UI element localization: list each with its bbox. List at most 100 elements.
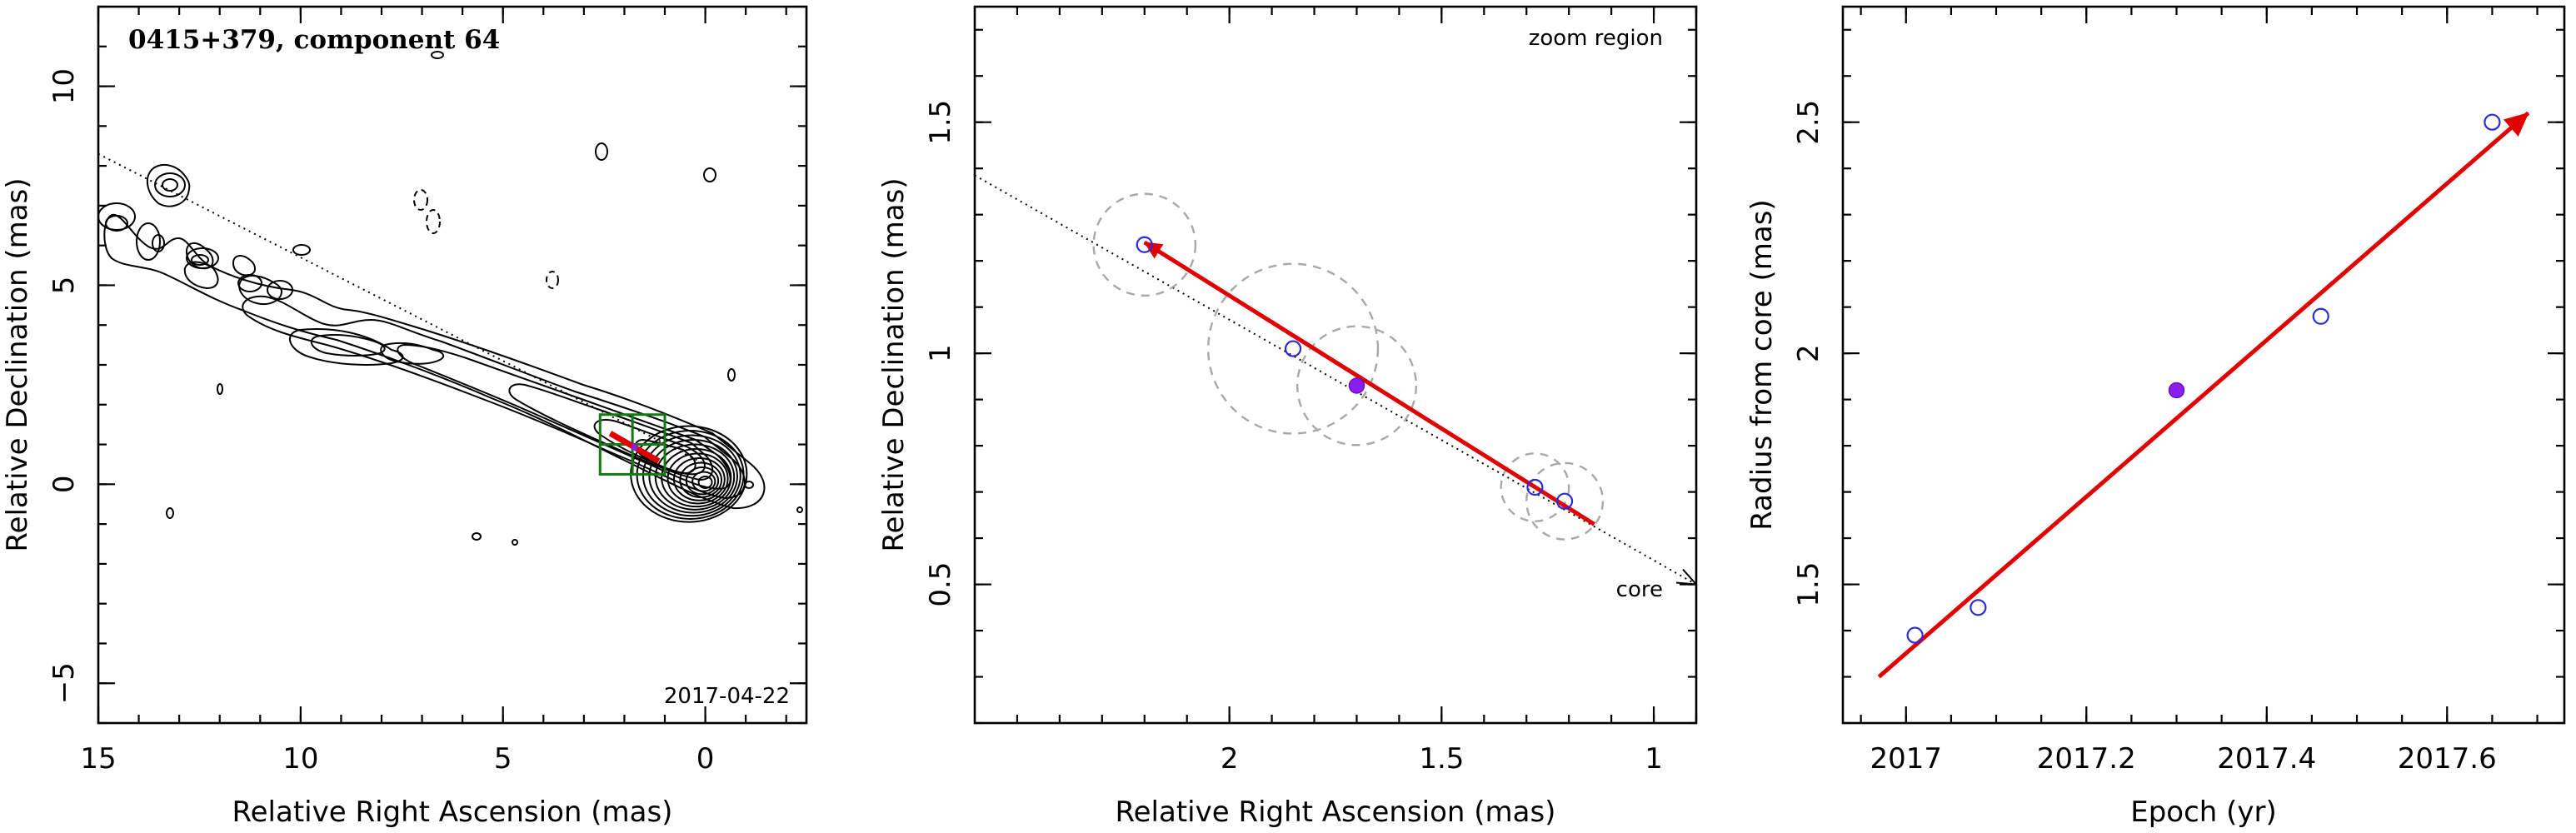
x-axis-label: Relative Right Ascension (mas)	[1116, 796, 1556, 829]
noise-contour	[166, 507, 174, 519]
x-tick-label: 1.5	[1419, 742, 1464, 776]
noise-contour	[512, 539, 518, 546]
core-contour	[654, 443, 736, 511]
y-tick-label: 5	[47, 277, 81, 295]
x-tick-label: 10	[282, 742, 318, 776]
jet-axis-line	[98, 152, 706, 466]
jet-contour	[162, 178, 178, 192]
component-point	[1136, 236, 1153, 253]
x-tick-label: 2017.6	[2398, 742, 2497, 776]
y-tick-label: 1.5	[1792, 562, 1825, 607]
noise-contour	[431, 51, 444, 59]
y-tick-label: 1.5	[924, 100, 957, 145]
epoch-point	[2312, 307, 2329, 325]
jet-contour	[183, 261, 219, 290]
y-tick-label: 1	[924, 344, 957, 362]
y-tick-label: 10	[47, 68, 81, 104]
component-size-circle	[1525, 461, 1605, 541]
negative-contour	[413, 189, 428, 211]
noise-contour	[595, 142, 608, 161]
jet-contour	[237, 274, 262, 292]
epoch-label: 2017-04-22	[664, 684, 790, 709]
negative-contour	[426, 209, 441, 234]
x-tick-label: 2017	[1870, 742, 1943, 776]
y-axis-label: Radius from core (mas)	[1745, 199, 1779, 530]
core-label: core	[1616, 577, 1663, 602]
jet-contour	[136, 222, 161, 261]
x-tick-label: 5	[494, 742, 512, 776]
noise-contour	[744, 481, 754, 489]
panel-1: 15 10 5 0 −5 0 5 10 Relative Right Ascension (ma…	[1, 5, 808, 829]
jet-contour	[238, 275, 283, 305]
y-axis-label: Relative Declination (mas)	[1, 177, 34, 551]
core-contour	[672, 456, 726, 501]
x-axis-label: Relative Right Ascension (mas)	[232, 796, 673, 829]
plot-area	[975, 174, 1696, 586]
jet-contour	[292, 244, 311, 256]
x-tick-label: 15	[80, 742, 116, 776]
noise-contour	[727, 368, 736, 382]
component-point	[1555, 492, 1574, 510]
core-contour	[697, 475, 713, 489]
plot-frame	[97, 5, 808, 725]
contour-map	[98, 51, 803, 546]
jet-axis-line	[975, 174, 1696, 586]
jet-contour	[267, 280, 293, 300]
component-size-circle	[1295, 325, 1417, 446]
noise-contour	[703, 167, 716, 182]
panel-3: 2017 2017.2 2017.4 2017.6 1.5 2 2.5 Epoch (yr) R…	[1745, 5, 2566, 829]
jet-contour	[289, 328, 404, 366]
x-tick-label: 2	[1221, 742, 1239, 776]
fit-line-arrow-head	[2503, 112, 2529, 137]
zoom-region-label: zoom region	[1529, 26, 1663, 51]
x-tick-label: 2017.4	[2217, 742, 2316, 776]
jet-contour	[635, 438, 696, 475]
noise-contour	[472, 532, 482, 541]
epoch-point	[1906, 626, 1924, 644]
fit-line	[1877, 111, 2530, 679]
jet-contour	[185, 242, 214, 270]
jet-contour	[146, 164, 191, 207]
y-axis-label: Relative Declination (mas)	[877, 177, 911, 551]
jet-contour	[310, 334, 386, 357]
y-tick-label: 0	[47, 476, 81, 494]
noise-contour	[217, 383, 223, 395]
component-marker	[631, 443, 638, 451]
y-tick-label: 0.5	[924, 562, 957, 607]
component-size-circle	[1092, 192, 1197, 297]
plot-frame	[973, 5, 1698, 725]
jet-contour	[242, 295, 746, 500]
negative-contour	[546, 271, 559, 289]
jet-contour	[152, 234, 165, 252]
plot-frame	[1841, 5, 2566, 725]
x-tick-label: 0	[696, 742, 715, 776]
jet-contour	[508, 383, 713, 481]
jet-contour	[397, 343, 731, 490]
component-size-circle	[1500, 452, 1570, 522]
x-tick-label: 1	[1645, 742, 1663, 776]
y-tick-label: −5	[47, 662, 81, 704]
panel-2: 2 1.5 1 0.5 1 1.5 Relative Right Ascension (ma…	[877, 5, 1698, 829]
motion-vector	[1143, 240, 1596, 526]
x-axis-label: Epoch (yr)	[2130, 796, 2277, 829]
component-point	[1284, 340, 1302, 357]
current-component-point	[1348, 377, 1365, 394]
component-point	[1526, 478, 1544, 496]
y-tick-label: 2	[1792, 344, 1825, 362]
core-arrow-head	[1675, 568, 1696, 586]
jet-contour	[191, 254, 209, 266]
jet-contour	[186, 247, 219, 269]
epoch-point	[1969, 599, 1987, 616]
noise-contour	[796, 506, 803, 513]
x-tick-label: 2017.2	[2037, 742, 2136, 776]
jet-contour	[232, 255, 256, 277]
epoch-point	[2484, 113, 2501, 131]
core-contour	[691, 471, 716, 492]
jet-contour	[380, 342, 445, 365]
jet-contour	[154, 172, 186, 197]
jet-contour	[105, 215, 128, 232]
panel-title: 0415+379, component 64	[128, 25, 500, 55]
current-epoch-point	[2168, 382, 2185, 399]
component-size-circle	[1206, 262, 1380, 435]
